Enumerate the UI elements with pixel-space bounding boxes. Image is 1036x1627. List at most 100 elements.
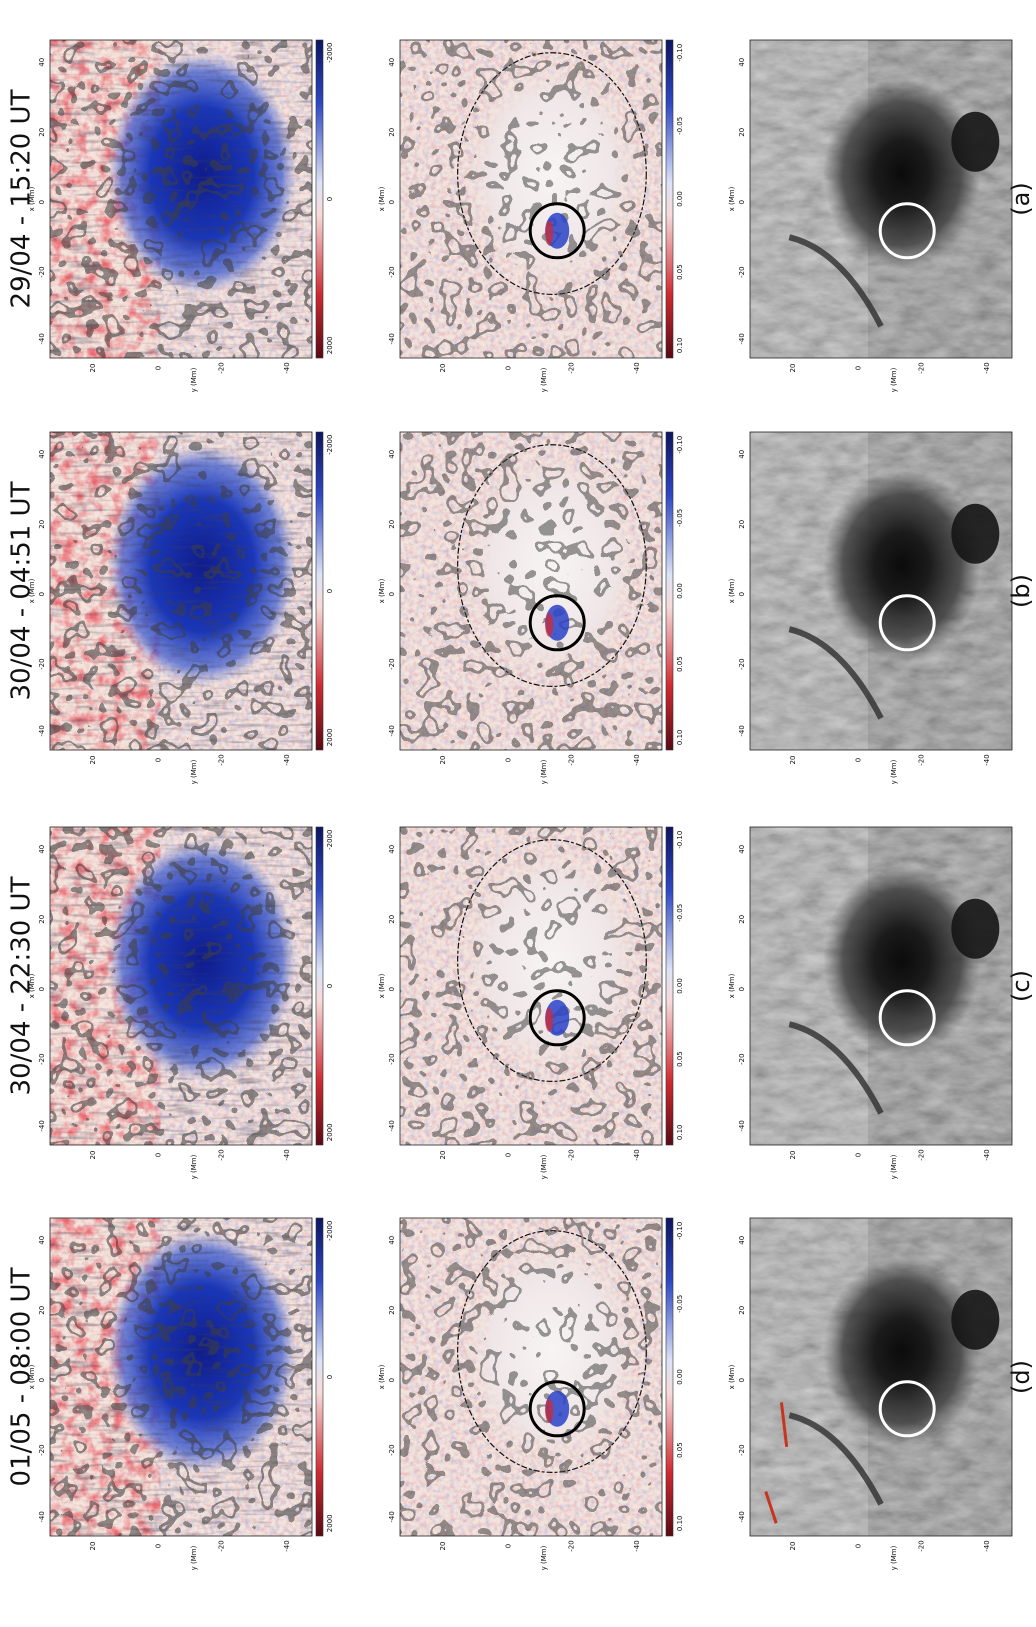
y-axis-label: y (Mm): [890, 367, 898, 392]
y-tick-label: 0: [855, 758, 863, 762]
x-tick-label: 0: [38, 592, 46, 596]
x-tick-label: -40: [38, 1120, 46, 1131]
x-tick-label: 20: [38, 520, 46, 529]
y-axis-label: y (Mm): [890, 1545, 898, 1570]
y-tick-label: 0: [855, 1153, 863, 1157]
intensity-map: [749, 1217, 1013, 1537]
x-tick-label: -20: [738, 266, 746, 277]
intensity-map: [749, 431, 1013, 751]
panel-letter: (d): [1007, 1360, 1035, 1394]
x-tick-label: 40: [738, 1236, 746, 1245]
x-tick-label: 40: [738, 845, 746, 854]
x-tick-label: 0: [738, 987, 746, 991]
field-map: [49, 39, 324, 359]
colorbar-tick: 0.10: [676, 1515, 684, 1531]
y-axis-label: y (Mm): [190, 1545, 198, 1570]
colorbar-tick: -2000: [326, 435, 334, 455]
x-tick-label: 0: [738, 592, 746, 596]
y-tick-label: -20: [218, 1149, 226, 1160]
x-tick-label: 0: [38, 200, 46, 204]
y-tick-label: -40: [633, 1149, 641, 1160]
field-map: [49, 1217, 324, 1537]
x-tick-label: -40: [738, 1511, 746, 1522]
y-tick-label: 0: [505, 758, 513, 762]
y-tick-label: -20: [568, 1540, 576, 1551]
x-axis-label: x (Mm): [378, 578, 386, 603]
x-tick-label: 0: [388, 987, 396, 991]
y-tick-label: -40: [983, 1149, 991, 1160]
x-tick-label: 20: [388, 520, 396, 529]
helicity-map: [399, 39, 674, 359]
x-tick-label: -40: [388, 725, 396, 736]
y-tick-label: 0: [155, 758, 163, 762]
y-tick-label: -20: [918, 754, 926, 765]
x-tick-label: 20: [738, 520, 746, 529]
colorbar-tick: 2000: [326, 1514, 334, 1532]
x-tick-label: 0: [738, 1378, 746, 1382]
x-tick-label: -40: [388, 1511, 396, 1522]
colorbar-tick: 2000: [326, 336, 334, 354]
y-tick-label: -40: [633, 754, 641, 765]
x-tick-label: -40: [38, 1511, 46, 1522]
y-axis-label: y (Mm): [890, 1154, 898, 1179]
field-map: [49, 431, 324, 751]
y-tick-label: -40: [983, 1540, 991, 1551]
colorbar-tick: -2000: [326, 830, 334, 850]
x-axis-label: x (Mm): [728, 186, 736, 211]
helicity-map: [399, 826, 674, 1146]
y-tick-label: -20: [568, 1149, 576, 1160]
y-tick-label: 20: [439, 1542, 447, 1551]
y-tick-label: 0: [505, 366, 513, 370]
colorbar-tick: -0.10: [676, 1222, 684, 1240]
x-tick-label: 0: [38, 1378, 46, 1382]
y-tick-label: 20: [789, 1542, 797, 1551]
y-tick-label: 20: [789, 364, 797, 373]
x-tick-label: -20: [38, 1444, 46, 1455]
x-tick-label: -40: [738, 725, 746, 736]
x-axis-label: x (Mm): [378, 1364, 386, 1389]
y-tick-label: -20: [568, 754, 576, 765]
x-tick-label: -20: [388, 1444, 396, 1455]
y-tick-label: -40: [283, 1540, 291, 1551]
colorbar-tick: 0: [326, 1375, 334, 1379]
y-tick-label: 0: [505, 1544, 513, 1548]
x-axis-label: x (Mm): [728, 578, 736, 603]
y-tick-label: 20: [89, 364, 97, 373]
y-tick-label: -20: [218, 362, 226, 373]
y-tick-label: 20: [789, 756, 797, 765]
colorbar-tick: -0.10: [676, 44, 684, 62]
region-circle: [878, 594, 936, 652]
x-tick-label: 20: [388, 128, 396, 137]
colorbar-tick: -0.05: [676, 509, 684, 527]
x-tick-label: 20: [738, 128, 746, 137]
colorbar-tick: 0.05: [676, 1442, 684, 1458]
colorbar-tick: -0.05: [676, 117, 684, 135]
panel-timestamp: 30/04 - 22:30 UT: [7, 876, 37, 1095]
x-tick-label: 20: [38, 128, 46, 137]
x-tick-label: 20: [38, 1306, 46, 1315]
x-tick-label: -40: [38, 333, 46, 344]
x-tick-label: 20: [738, 915, 746, 924]
panel-timestamp: 01/05 - 08:00 UT: [7, 1267, 37, 1486]
colorbar-tick: 2000: [326, 728, 334, 746]
y-tick-label: -20: [218, 754, 226, 765]
y-axis-label: y (Mm): [190, 759, 198, 784]
x-tick-label: 40: [38, 845, 46, 854]
y-tick-label: 0: [855, 1544, 863, 1548]
region-circle: [528, 594, 586, 652]
y-tick-label: 20: [439, 364, 447, 373]
x-tick-label: 20: [38, 915, 46, 924]
x-tick-label: 0: [738, 200, 746, 204]
region-circle: [878, 1380, 936, 1438]
x-tick-label: 0: [38, 987, 46, 991]
region-circle: [528, 202, 586, 260]
x-tick-label: 0: [388, 592, 396, 596]
x-tick-label: -40: [388, 1120, 396, 1131]
y-axis-label: y (Mm): [540, 759, 548, 784]
y-tick-label: -20: [918, 362, 926, 373]
colorbar-tick: -2000: [326, 43, 334, 63]
y-tick-label: 0: [505, 1153, 513, 1157]
y-axis-label: y (Mm): [190, 1154, 198, 1179]
x-tick-label: 20: [388, 915, 396, 924]
